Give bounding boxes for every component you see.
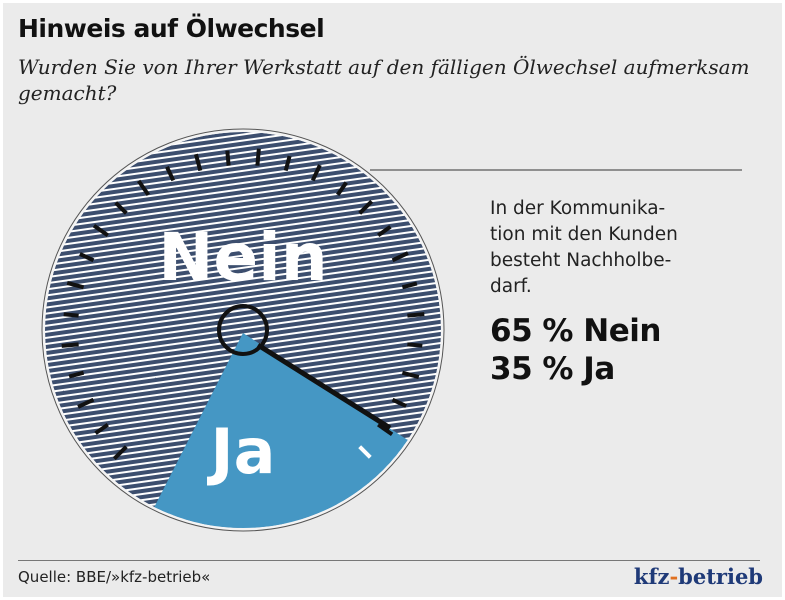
stat-ja: 35 % Ja bbox=[490, 351, 615, 387]
gauge-tick bbox=[391, 397, 407, 408]
gauge-tick bbox=[94, 423, 109, 435]
gauge-tick bbox=[63, 312, 79, 318]
gauge-tick bbox=[391, 251, 409, 263]
gauge-tick bbox=[358, 199, 374, 215]
note-text: In der Kommunika- tion mit den Kunden be… bbox=[490, 196, 730, 300]
stat-nein: 65 % Nein bbox=[490, 313, 661, 349]
gauge-tick bbox=[77, 397, 95, 409]
gauge-tick bbox=[79, 252, 95, 263]
gauge-tick bbox=[66, 280, 85, 290]
gauge-tick bbox=[193, 153, 203, 172]
gauge-tick bbox=[165, 166, 176, 182]
note-line: besteht Nachholbe- bbox=[490, 250, 672, 271]
gauge-ticks bbox=[61, 148, 425, 461]
gauge-tick bbox=[114, 201, 128, 215]
label-nein: Nein bbox=[158, 219, 328, 296]
gauge-tick bbox=[68, 370, 85, 379]
chart-title: Hinweis auf Ölwechsel bbox=[18, 14, 325, 43]
kfz-betrieb-logo: kfz-betrieb bbox=[633, 564, 763, 589]
gauge-tick bbox=[310, 164, 322, 182]
source-text: Quelle: BBE/»kfz-betrieb« bbox=[18, 568, 211, 586]
gauge-tick bbox=[377, 225, 392, 237]
needle-hub bbox=[217, 304, 269, 356]
gauge-needle bbox=[256, 342, 392, 431]
gauge-tick bbox=[112, 445, 128, 461]
gauge-tick bbox=[255, 148, 261, 166]
footer-divider bbox=[18, 560, 760, 561]
stats-block: 65 % Nein 35 % Ja bbox=[490, 312, 661, 388]
note-line: In der Kommunika- bbox=[490, 198, 666, 219]
gauge-tick bbox=[225, 150, 231, 166]
gauge-tick bbox=[401, 281, 418, 290]
chart-subtitle: Wurden Sie von Ihrer Werkstatt auf den f… bbox=[18, 55, 750, 105]
gauge-tick bbox=[336, 181, 348, 196]
label-ja: Ja bbox=[207, 415, 276, 488]
gauge-tick bbox=[136, 179, 150, 196]
gauge-tick bbox=[61, 342, 79, 348]
gauge-tick bbox=[358, 445, 372, 459]
gauge-tick bbox=[401, 370, 420, 380]
gauge-tick bbox=[283, 155, 292, 172]
gauge-tick bbox=[377, 423, 394, 437]
note-line: darf. bbox=[490, 276, 532, 297]
gauge-tick bbox=[92, 223, 109, 237]
gauge-tick bbox=[407, 342, 423, 348]
note-line: tion mit den Kunden bbox=[490, 224, 678, 245]
gauge-tick bbox=[407, 312, 425, 318]
